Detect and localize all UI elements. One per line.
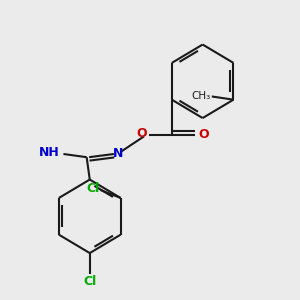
Text: CH₃: CH₃ [191, 92, 210, 101]
Text: O: O [198, 128, 209, 141]
Text: NH: NH [39, 146, 60, 159]
Text: N: N [112, 148, 123, 160]
Text: O: O [136, 127, 147, 140]
Text: Cl: Cl [86, 182, 100, 195]
Text: Cl: Cl [83, 275, 96, 288]
